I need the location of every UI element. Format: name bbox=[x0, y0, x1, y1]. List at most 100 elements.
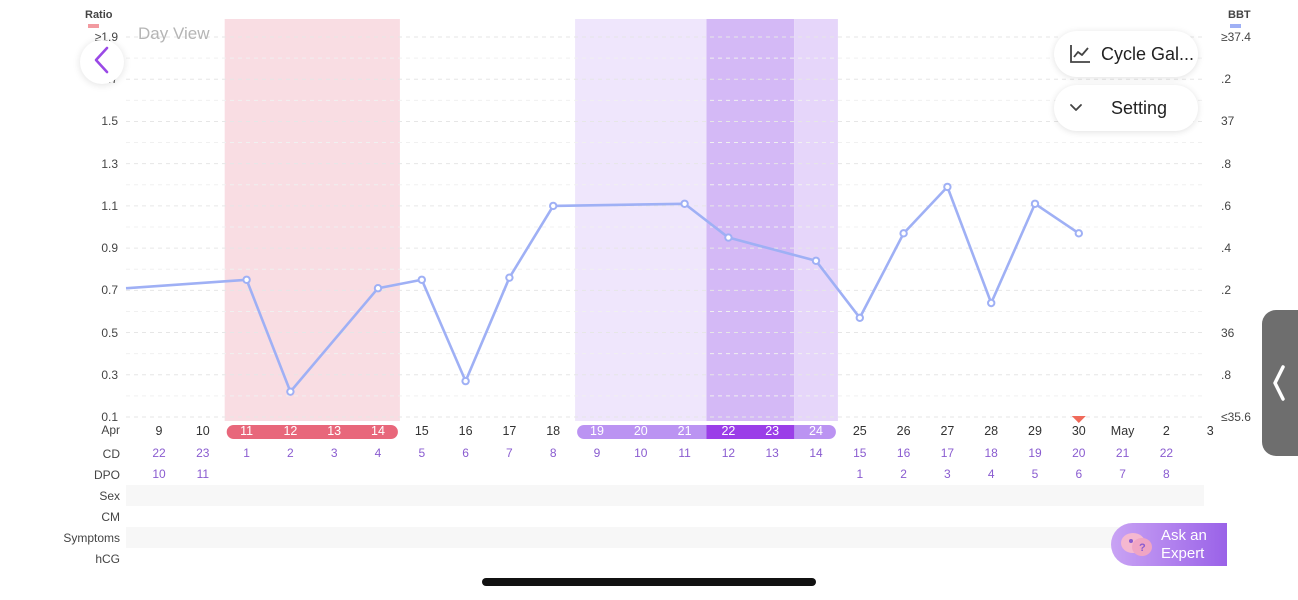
cd-cell: 14 bbox=[809, 446, 823, 460]
left-tick-label: 0.7 bbox=[101, 283, 118, 298]
side-drawer-tab[interactable] bbox=[1262, 310, 1298, 456]
data-point[interactable] bbox=[1074, 229, 1084, 238]
data-point[interactable] bbox=[724, 233, 733, 242]
left-tick-label: 0.9 bbox=[101, 241, 118, 256]
cycle-gallery-label: Cycle Gal... bbox=[1101, 43, 1195, 64]
data-point[interactable] bbox=[461, 376, 470, 386]
cd-cell: 21 bbox=[1115, 446, 1130, 460]
data-point[interactable] bbox=[680, 199, 689, 208]
chevron-down-icon bbox=[1069, 103, 1083, 113]
cd-cell: 22 bbox=[152, 446, 166, 460]
date-cell: 21 bbox=[677, 424, 692, 438]
svg-text:?: ? bbox=[1139, 542, 1146, 554]
cd-cell: 2 bbox=[287, 446, 294, 460]
right-tick-label: .2 bbox=[1221, 283, 1232, 298]
right-tick-label: .2 bbox=[1221, 72, 1232, 87]
date-cell: 19 bbox=[590, 424, 604, 438]
left-axis-legend-swatch bbox=[88, 24, 99, 28]
data-point[interactable] bbox=[855, 313, 864, 322]
chat-bubble-icon: ? bbox=[1119, 530, 1155, 560]
home-indicator bbox=[482, 578, 816, 586]
data-point[interactable] bbox=[943, 182, 952, 192]
cd-cell: 23 bbox=[196, 446, 210, 460]
date-cell: 22 bbox=[721, 424, 736, 438]
date-cell: 26 bbox=[896, 424, 911, 438]
date-cell: 16 bbox=[458, 424, 473, 438]
data-point[interactable] bbox=[373, 284, 383, 293]
cd-cell: 9 bbox=[593, 446, 601, 460]
left-tick-label: 1.5 bbox=[101, 114, 118, 129]
date-cell: 17 bbox=[502, 424, 517, 438]
chevron-left-icon bbox=[1271, 363, 1287, 403]
data-point[interactable] bbox=[242, 275, 251, 284]
left-axis-title: Ratio bbox=[85, 9, 113, 21]
cd-cell: 18 bbox=[984, 446, 998, 460]
dpo-cell: 3 bbox=[944, 467, 951, 481]
right-tick-label: 36 bbox=[1221, 325, 1235, 340]
triangle-down-icon bbox=[1071, 416, 1086, 423]
date-cell: 25 bbox=[852, 424, 867, 438]
data-point[interactable] bbox=[505, 273, 514, 282]
date-cell: 18 bbox=[546, 424, 561, 438]
cd-cell: 6 bbox=[462, 446, 469, 460]
cd-cell: 17 bbox=[940, 446, 955, 460]
data-point[interactable] bbox=[987, 298, 996, 308]
setting-label: Setting bbox=[1111, 97, 1168, 118]
dpo-cell: 5 bbox=[1031, 467, 1039, 481]
cd-cell: 7 bbox=[506, 446, 513, 460]
chevron-left-icon bbox=[92, 45, 112, 80]
right-axis-title: BBT bbox=[1228, 9, 1251, 21]
period-pill bbox=[226, 425, 398, 439]
cd-cell: 19 bbox=[1028, 446, 1042, 460]
cd-cell: 12 bbox=[721, 446, 736, 460]
cd-cell: 15 bbox=[853, 446, 867, 460]
date-cell: 2 bbox=[1162, 424, 1170, 438]
right-tick-label: ≤35.6 bbox=[1221, 410, 1251, 424]
date-cell: 20 bbox=[633, 424, 648, 438]
ask-expert-line2: Expert bbox=[1161, 544, 1205, 562]
date-cell: 10 bbox=[195, 424, 210, 438]
right-tick-label: .4 bbox=[1221, 241, 1232, 256]
date-cell: 9 bbox=[155, 424, 163, 438]
data-point[interactable] bbox=[899, 229, 908, 238]
right-tick-label: .8 bbox=[1221, 367, 1232, 382]
data-point[interactable] bbox=[286, 387, 295, 396]
date-cell: 24 bbox=[809, 424, 823, 438]
cd-cell: 22 bbox=[1159, 446, 1174, 460]
dpo-cell: 1 bbox=[856, 467, 864, 481]
day-view-label: Day View bbox=[138, 24, 210, 43]
right-tick-label: .6 bbox=[1221, 198, 1232, 213]
dpo-cell: 6 bbox=[1075, 467, 1083, 481]
dpo-cell: 4 bbox=[987, 467, 995, 481]
data-point[interactable] bbox=[417, 275, 426, 284]
cd-cell: 16 bbox=[896, 446, 911, 460]
left-tick-label: 0.1 bbox=[101, 410, 118, 424]
date-cell: 23 bbox=[765, 424, 780, 438]
date-cell: 27 bbox=[940, 424, 955, 438]
dpo-cell: 2 bbox=[900, 467, 907, 481]
back-button[interactable] bbox=[80, 40, 124, 84]
date-cell: 30 bbox=[1071, 424, 1086, 438]
date-cell: 11 bbox=[240, 424, 254, 438]
line-chart-icon bbox=[1069, 44, 1091, 64]
data-point[interactable] bbox=[811, 256, 821, 265]
cd-cell: 13 bbox=[765, 446, 779, 460]
sex-row-band bbox=[126, 485, 1204, 506]
symptoms-row-band bbox=[126, 527, 1204, 548]
row-label-month: Apr bbox=[101, 423, 120, 437]
cd-cell: 1 bbox=[243, 446, 250, 460]
cd-cell: 8 bbox=[549, 446, 557, 460]
cd-cell: 10 bbox=[634, 446, 648, 460]
date-cell: 12 bbox=[283, 424, 298, 438]
left-tick-label: 1.3 bbox=[101, 156, 118, 171]
date-cell: 14 bbox=[371, 424, 385, 438]
ask-expert-line1: Ask an bbox=[1161, 526, 1207, 544]
row-label-hcg: hCG bbox=[95, 552, 120, 566]
left-tick-label: 1.1 bbox=[101, 198, 118, 213]
setting-button[interactable]: Setting bbox=[1054, 85, 1198, 131]
data-point[interactable] bbox=[1030, 199, 1040, 208]
cycle-gallery-button[interactable]: Cycle Gal... bbox=[1054, 31, 1198, 77]
data-point[interactable] bbox=[549, 201, 558, 211]
ask-expert-button[interactable]: ? Ask an Expert bbox=[1111, 523, 1227, 566]
